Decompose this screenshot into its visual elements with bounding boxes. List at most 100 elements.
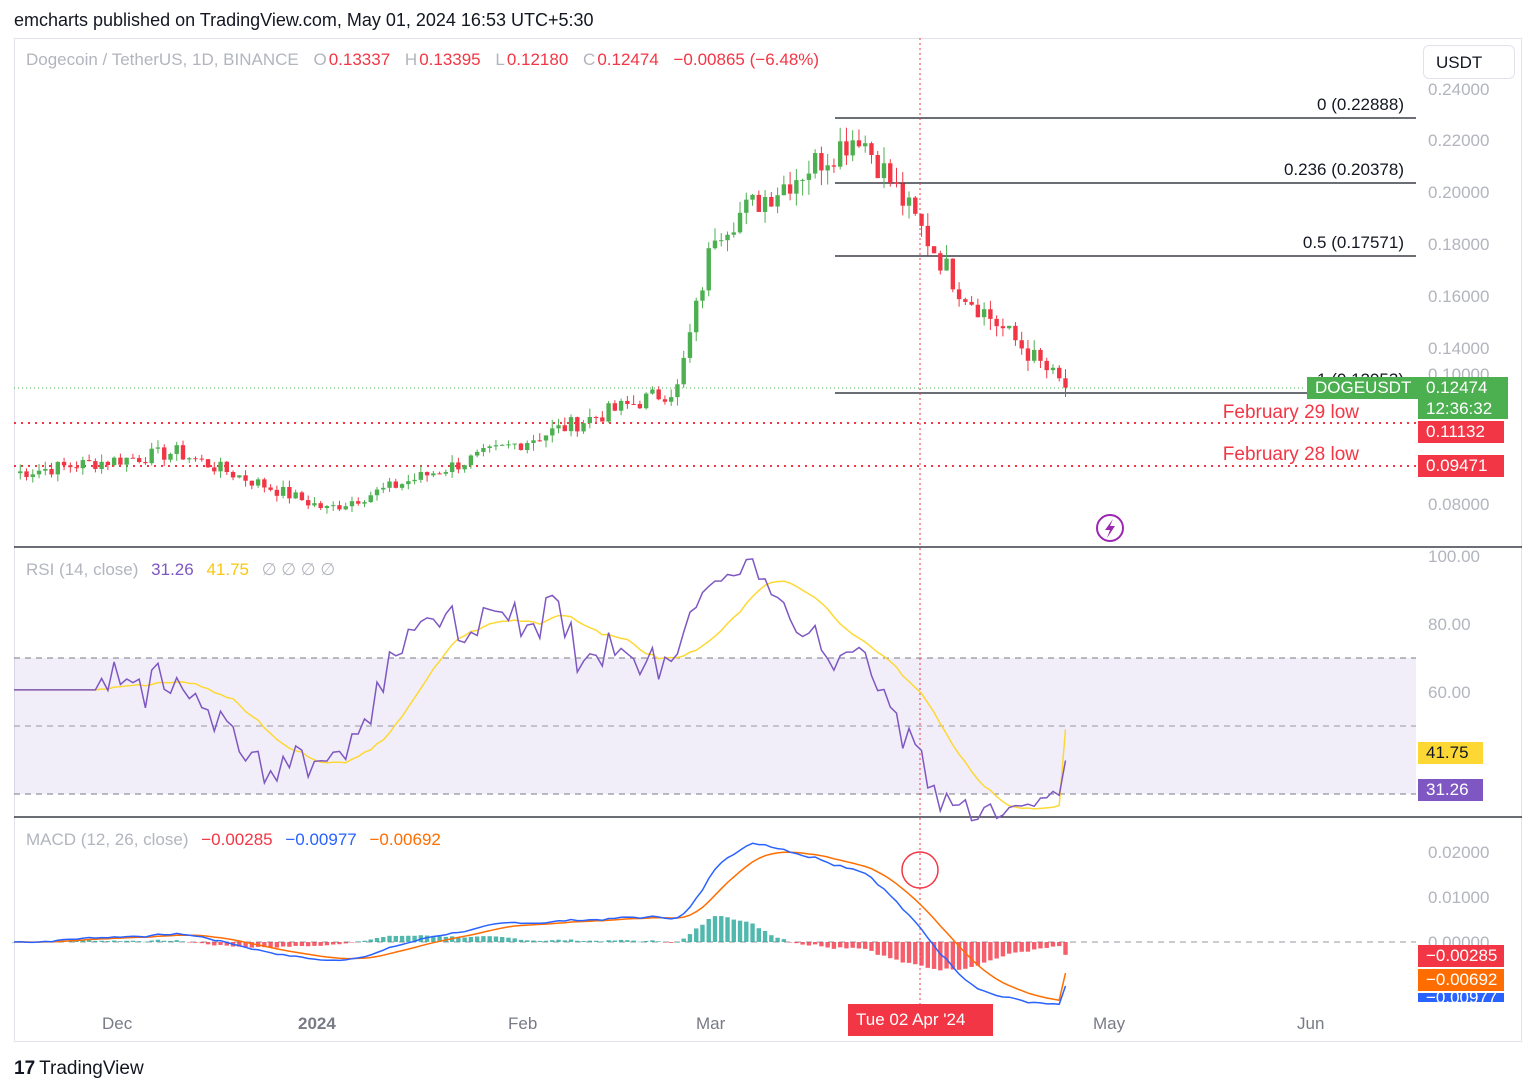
candle-body (24, 471, 29, 477)
candle-body (80, 460, 86, 469)
candle (86, 454, 92, 462)
macd-histogram-bar (431, 935, 436, 942)
candle (130, 453, 136, 459)
candle-body (787, 184, 793, 194)
candle (118, 453, 123, 467)
rsi-ma-tag: 41.75 (1418, 742, 1483, 764)
candle-body (187, 458, 192, 460)
macd-histogram-bar (299, 942, 305, 946)
macd-histogram-bar (11, 942, 17, 943)
macd-histogram-bar (1032, 942, 1037, 950)
candle-body (143, 462, 148, 464)
macd-histogram-bar (781, 939, 787, 942)
rsi-legend-extras: ∅ ∅ ∅ ∅ (261, 560, 336, 579)
candle (99, 454, 104, 474)
candle-body (725, 234, 730, 241)
macd-histogram-bar (274, 942, 280, 948)
time-axis-label: Feb (508, 1014, 538, 1033)
macd-histogram-bar (1013, 942, 1018, 953)
candle-body (837, 141, 843, 167)
macd-histogram-bar (756, 928, 762, 942)
candle (237, 475, 242, 479)
candle-body (331, 505, 336, 507)
macd-histogram-bar (575, 940, 580, 942)
macd-histogram-bar (963, 942, 968, 969)
candle (656, 386, 661, 401)
candle-body (68, 465, 73, 468)
candle-body (506, 444, 511, 446)
macd-histogram-bar (568, 939, 574, 942)
candle-body (906, 197, 912, 206)
candle-body (230, 472, 236, 478)
macd-histogram-bar (105, 941, 111, 942)
macd-histogram-bar (825, 942, 830, 948)
macd-histogram-bar (581, 940, 586, 942)
macd-histogram-bar (249, 942, 255, 948)
macd-histogram-bar (143, 941, 148, 943)
candle (794, 168, 799, 206)
candle (255, 477, 261, 488)
candle-body (537, 440, 542, 442)
candle-body (149, 448, 154, 464)
candle-body (994, 318, 999, 327)
close-value: 0.12474 (597, 50, 659, 69)
macd-histogram-bar (618, 939, 624, 942)
candle (105, 460, 111, 471)
candle-body (237, 475, 242, 478)
macd-histogram-bar (981, 942, 987, 963)
macd-histogram-bar (750, 923, 755, 942)
bar-countdown: 12:36:32 (1426, 399, 1493, 418)
candle-body (155, 447, 161, 449)
candle-body (825, 165, 830, 171)
candle-body (205, 459, 211, 468)
candle (212, 461, 217, 475)
candle (625, 395, 630, 409)
candle (55, 461, 61, 482)
candle (305, 495, 311, 510)
macd-histogram-bar (343, 942, 348, 944)
candle-body (963, 299, 968, 302)
candle (343, 502, 348, 511)
candle-body (775, 195, 780, 207)
lightning-icon[interactable] (1096, 514, 1124, 542)
macd-histogram-bar (863, 942, 868, 949)
macd-histogram-bar (381, 936, 386, 942)
candle-body (387, 481, 392, 488)
currency-button[interactable]: USDT (1423, 45, 1515, 79)
candle-body (687, 332, 693, 358)
macd-histogram-bar (362, 940, 367, 942)
candle (93, 458, 98, 473)
tradingview-logo[interactable]: 17 TradingView (14, 1058, 144, 1080)
time-axis-label: Dec (102, 1014, 133, 1033)
macd-histogram-bar (612, 940, 618, 942)
candle (387, 477, 392, 492)
candle (787, 171, 793, 201)
candle (268, 484, 273, 492)
candle-body (287, 486, 292, 499)
candle-body (875, 155, 880, 179)
candle-body (293, 492, 298, 499)
candle-body (130, 457, 136, 459)
candle (950, 258, 956, 293)
fib-retracement (835, 117, 1416, 394)
time-axis-label: Jun (1297, 1014, 1325, 1033)
candles-layer (18, 127, 1068, 514)
publisher-line: emcharts published on TradingView.com, M… (14, 10, 594, 30)
macd-layer (11, 842, 1068, 1006)
candle-body (531, 440, 536, 443)
candle-body (199, 458, 204, 460)
time-axis-label: 2024 (298, 1014, 336, 1033)
candle-body (424, 472, 430, 476)
symbol-title: Dogecoin / TetherUS, 1D, BINANCE (26, 50, 299, 69)
candle (24, 468, 29, 481)
candle-body (18, 471, 23, 474)
macd-histogram-bar (675, 941, 680, 943)
candle (337, 500, 342, 512)
candle (1000, 318, 1006, 337)
macd-histogram-bar (368, 939, 373, 942)
candle (205, 458, 211, 468)
macd-histogram-bar (812, 942, 818, 945)
macd-histogram-bar (293, 942, 298, 946)
macd-histogram-bar (806, 942, 812, 946)
